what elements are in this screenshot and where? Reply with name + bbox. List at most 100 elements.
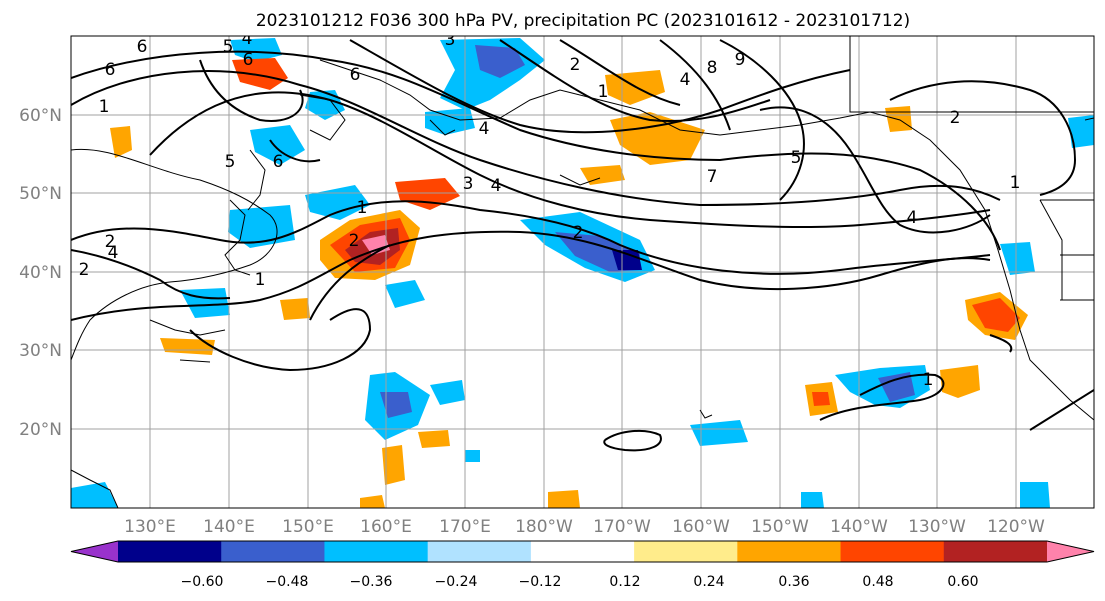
contour-label: 4 bbox=[108, 243, 119, 263]
colorbar-segment bbox=[324, 541, 429, 562]
contour-label: 4 bbox=[491, 176, 502, 196]
colorbar-segment bbox=[221, 541, 325, 562]
contour-label: 1 bbox=[1010, 173, 1021, 193]
precip-positive-area bbox=[232, 58, 288, 90]
colorbar-segment bbox=[427, 541, 532, 562]
contour-label: 4 bbox=[680, 70, 691, 90]
colorbar-extend-high bbox=[1047, 541, 1094, 562]
precip-negative-area bbox=[801, 492, 824, 508]
lon-label: 150°E bbox=[282, 517, 334, 537]
colorbar-tick-label: 0.12 bbox=[609, 574, 640, 590]
contour-label: 2 bbox=[349, 231, 360, 251]
contour-label: 7 bbox=[707, 167, 718, 187]
lat-label: 40°N bbox=[19, 263, 62, 283]
precip-positive-area bbox=[610, 112, 705, 165]
precip-negative-area bbox=[430, 380, 465, 405]
contour-label: 1 bbox=[357, 198, 368, 218]
colorbar-tick-label: −0.48 bbox=[266, 574, 309, 590]
precip-positive-core bbox=[972, 298, 1020, 332]
map-title: 2023101212 F036 300 hPa PV, precipitatio… bbox=[256, 11, 910, 31]
precip-negative-area bbox=[1000, 242, 1035, 275]
lon-label: 170°W bbox=[593, 517, 651, 537]
contour-label: 9 bbox=[735, 50, 746, 70]
lon-label: 120°W bbox=[987, 517, 1045, 537]
lat-label: 60°N bbox=[19, 106, 62, 126]
colorbar-extend-low bbox=[71, 541, 118, 562]
contour-label: 4 bbox=[479, 119, 490, 139]
contour-label: 5 bbox=[223, 37, 234, 57]
precip-positive-core bbox=[812, 392, 830, 406]
contour-label: 3 bbox=[463, 174, 474, 194]
lat-label: 50°N bbox=[19, 184, 62, 204]
contour-label: 4 bbox=[242, 29, 253, 49]
contour-label: 1 bbox=[598, 82, 609, 102]
map-content: 6 5 4 3 8 9 6 1 6 2 4 5 2 4 6 3 4 1 2 2 … bbox=[71, 29, 1094, 508]
boundaries bbox=[849, 36, 1094, 301]
contour-label: 6 bbox=[350, 65, 361, 85]
lon-label: 150°W bbox=[751, 517, 809, 537]
precip-negative-area bbox=[230, 38, 282, 62]
lon-label: 160°W bbox=[672, 517, 730, 537]
colorbar-tick-labels: −0.60 −0.48 −0.36 −0.24 −0.12 0.12 0.24 … bbox=[181, 574, 979, 590]
colorbar-segment bbox=[737, 541, 842, 562]
graticule bbox=[71, 36, 1094, 508]
contour-label: 2 bbox=[950, 108, 961, 128]
lon-label: 140°W bbox=[830, 517, 888, 537]
precip-negative-peak bbox=[612, 250, 642, 270]
precip-positive-area bbox=[418, 430, 450, 448]
lon-label: 140°E bbox=[203, 517, 255, 537]
colorbar-tick-label: 0.48 bbox=[862, 574, 893, 590]
colorbar-tick-label: −0.36 bbox=[350, 574, 393, 590]
precip-negative-area bbox=[690, 420, 748, 446]
contour-label: 1 bbox=[923, 370, 934, 390]
contour-label: 5 bbox=[791, 148, 802, 168]
latitude-labels: 60°N 50°N 40°N 30°N 20°N bbox=[19, 106, 62, 440]
precip-positive-area bbox=[360, 495, 385, 508]
colorbar-tick-label: −0.12 bbox=[519, 574, 562, 590]
precip-negative-area bbox=[1020, 482, 1050, 508]
contour-label: 6 bbox=[105, 60, 116, 80]
precip-negative-core bbox=[475, 45, 525, 78]
precip-positive-area bbox=[548, 490, 580, 508]
colorbar-tick-label: −0.60 bbox=[181, 574, 224, 590]
contour-label: 5 bbox=[225, 152, 236, 172]
contour-label: 4 bbox=[907, 208, 918, 228]
lon-label: 130°E bbox=[124, 517, 176, 537]
coastlines bbox=[71, 59, 1094, 508]
pv-contours bbox=[71, 39, 1094, 452]
lon-label: 180°W bbox=[515, 517, 573, 537]
precip-negative-core bbox=[380, 392, 412, 418]
lat-label: 30°N bbox=[19, 341, 62, 361]
precip-negative-area bbox=[250, 125, 305, 165]
precip-positive-area bbox=[110, 126, 132, 158]
lon-label: 130°W bbox=[908, 517, 966, 537]
lon-label: 160°E bbox=[360, 517, 412, 537]
precip-positive-area bbox=[940, 365, 980, 398]
colorbar-segment bbox=[634, 541, 738, 562]
contour-label: 6 bbox=[243, 50, 254, 70]
precip-negative-core bbox=[878, 372, 915, 402]
colorbar bbox=[70, 540, 1095, 563]
contour-label: 2 bbox=[105, 232, 116, 252]
precip-positive-area bbox=[160, 338, 215, 355]
precip-negative-area bbox=[305, 185, 370, 220]
contour-label: 6 bbox=[273, 152, 284, 172]
colorbar-tick-label: 0.36 bbox=[778, 574, 809, 590]
contour-label: 3 bbox=[445, 30, 456, 50]
contour-label: 8 bbox=[707, 58, 718, 78]
colorbar-tick-label: −0.24 bbox=[435, 574, 478, 590]
precip-positive-peak bbox=[362, 235, 390, 255]
contour-label: 2 bbox=[573, 223, 584, 243]
contour-labels: 6 5 4 3 8 9 6 1 6 2 4 5 2 4 6 3 4 1 2 2 … bbox=[79, 29, 1021, 390]
precip-negative-area bbox=[1068, 115, 1094, 148]
colorbar-segment bbox=[840, 541, 945, 562]
colorbar-outline bbox=[70, 540, 1095, 563]
precip-positive-area bbox=[580, 165, 625, 185]
colorbar-segment bbox=[943, 541, 1048, 562]
lon-label: 170°E bbox=[439, 517, 491, 537]
precip-negative-area bbox=[465, 450, 480, 462]
contour-label: 2 bbox=[570, 55, 581, 75]
map-border bbox=[70, 35, 1095, 509]
longitude-labels: 130°E 140°E 150°E 160°E 170°E 180°W 170°… bbox=[124, 517, 1045, 537]
